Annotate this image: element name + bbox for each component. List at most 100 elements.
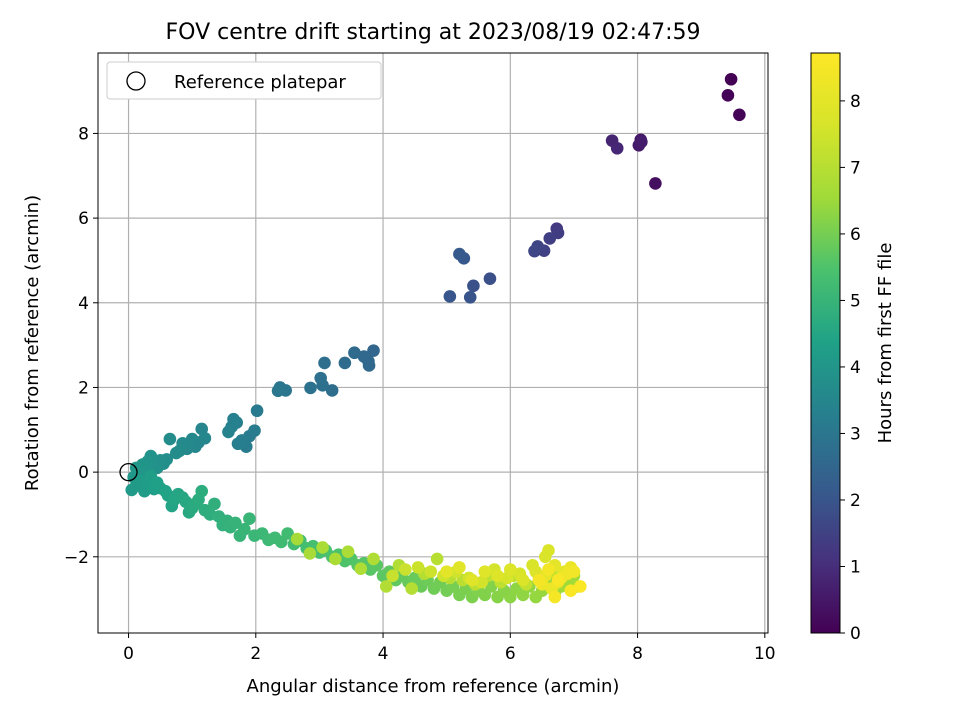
data-point xyxy=(318,356,331,370)
data-point xyxy=(649,177,662,190)
legend-box xyxy=(106,61,382,100)
data-point xyxy=(405,582,418,595)
data-point xyxy=(367,552,380,566)
x-tick-label: 2 xyxy=(250,644,261,664)
data-point xyxy=(484,580,498,593)
data-point xyxy=(238,522,251,536)
data-point xyxy=(329,552,342,566)
colorbar-gradient xyxy=(810,52,841,634)
data-point xyxy=(635,135,648,149)
data-points xyxy=(119,72,746,604)
colorbar-tick-label: 2 xyxy=(850,491,861,511)
data-point xyxy=(185,432,199,446)
colorbar-tick-label: 4 xyxy=(850,358,861,378)
data-point xyxy=(243,512,256,525)
colorbar-ticks: 0 1 2 3 4 5 6 7 8 xyxy=(840,92,861,644)
data-point xyxy=(195,484,209,498)
data-point xyxy=(314,371,327,385)
data-point xyxy=(475,575,488,589)
data-point xyxy=(399,563,412,576)
data-point xyxy=(303,547,317,560)
grid-lines xyxy=(98,53,768,633)
data-point xyxy=(532,573,546,587)
data-point xyxy=(478,565,492,578)
data-point xyxy=(543,232,557,245)
y-tick-label: 0 xyxy=(78,463,89,483)
chart-title: FOV centre drift starting at 2023/08/19 … xyxy=(166,20,701,45)
data-point xyxy=(483,272,497,285)
data-point xyxy=(491,569,504,583)
data-point xyxy=(733,108,746,122)
x-tick-label: 8 xyxy=(632,644,643,664)
data-point xyxy=(222,425,235,439)
data-point xyxy=(424,565,438,578)
data-point xyxy=(504,563,517,576)
data-point xyxy=(163,432,177,446)
data-point xyxy=(610,141,624,155)
data-point xyxy=(430,552,444,566)
colorbar: 0 1 2 3 4 5 6 7 8 Hours from first FF file xyxy=(810,52,896,644)
data-point xyxy=(348,346,361,360)
x-tick-label: 10 xyxy=(754,644,776,664)
plot-area-background xyxy=(98,53,768,633)
x-tick-label: 4 xyxy=(378,644,389,664)
data-point xyxy=(528,244,541,258)
x-tick-label: 6 xyxy=(505,644,516,664)
data-point xyxy=(542,544,555,557)
colorbar-tick-label: 1 xyxy=(850,557,861,577)
data-point xyxy=(567,565,581,578)
data-point xyxy=(250,404,264,418)
data-point xyxy=(169,446,183,460)
colorbar-tick-label: 0 xyxy=(850,624,861,644)
data-point xyxy=(443,290,457,303)
data-point xyxy=(564,584,578,597)
data-point xyxy=(316,541,329,554)
data-point xyxy=(290,532,304,546)
data-point xyxy=(231,437,245,451)
x-axis-label: Angular distance from reference (arcmin) xyxy=(247,676,620,697)
data-point xyxy=(440,565,453,578)
data-point xyxy=(463,290,477,304)
y-tick-label: 8 xyxy=(78,124,89,144)
data-point xyxy=(208,497,221,511)
y-axis-ticks: −2 0 2 4 6 8 xyxy=(64,124,98,568)
data-point xyxy=(354,562,368,575)
colorbar-tick-label: 7 xyxy=(850,158,861,178)
data-point xyxy=(281,527,294,540)
legend: Reference platepar xyxy=(106,61,382,100)
colorbar-label: Hours from first FF file xyxy=(875,243,896,444)
y-axis-label: Rotation from reference (arcmin) xyxy=(22,195,43,491)
colorbar-tick-label: 5 xyxy=(850,291,861,311)
legend-label-reference-platepar: Reference platepar xyxy=(174,72,346,93)
data-point xyxy=(516,573,530,587)
y-tick-label: 2 xyxy=(78,378,89,398)
data-point xyxy=(721,89,735,102)
data-point xyxy=(467,279,480,293)
data-point xyxy=(325,384,339,397)
x-axis-ticks: 0 2 4 6 8 10 xyxy=(123,633,776,664)
data-point xyxy=(453,561,466,574)
plot-frame xyxy=(97,52,769,634)
data-point xyxy=(341,545,355,559)
colorbar-tick-label: 8 xyxy=(850,92,861,112)
data-point xyxy=(271,384,285,398)
y-tick-label: 6 xyxy=(78,209,89,229)
data-point xyxy=(304,381,317,395)
data-point xyxy=(465,573,479,587)
data-point xyxy=(357,350,371,363)
colorbar-tick-label: 6 xyxy=(850,225,861,245)
data-point xyxy=(542,563,555,576)
data-point xyxy=(367,344,380,357)
colorbar-tick-label: 3 xyxy=(850,424,861,444)
legend-marker-reference-platepar xyxy=(126,71,146,91)
data-point xyxy=(548,590,562,604)
data-point xyxy=(379,580,393,593)
y-tick-label: −2 xyxy=(64,548,89,568)
reference-platepar-marker xyxy=(119,462,138,482)
data-point xyxy=(551,573,565,587)
data-point xyxy=(338,356,352,370)
data-point xyxy=(453,247,466,261)
data-point xyxy=(573,580,587,593)
data-point xyxy=(229,516,242,530)
